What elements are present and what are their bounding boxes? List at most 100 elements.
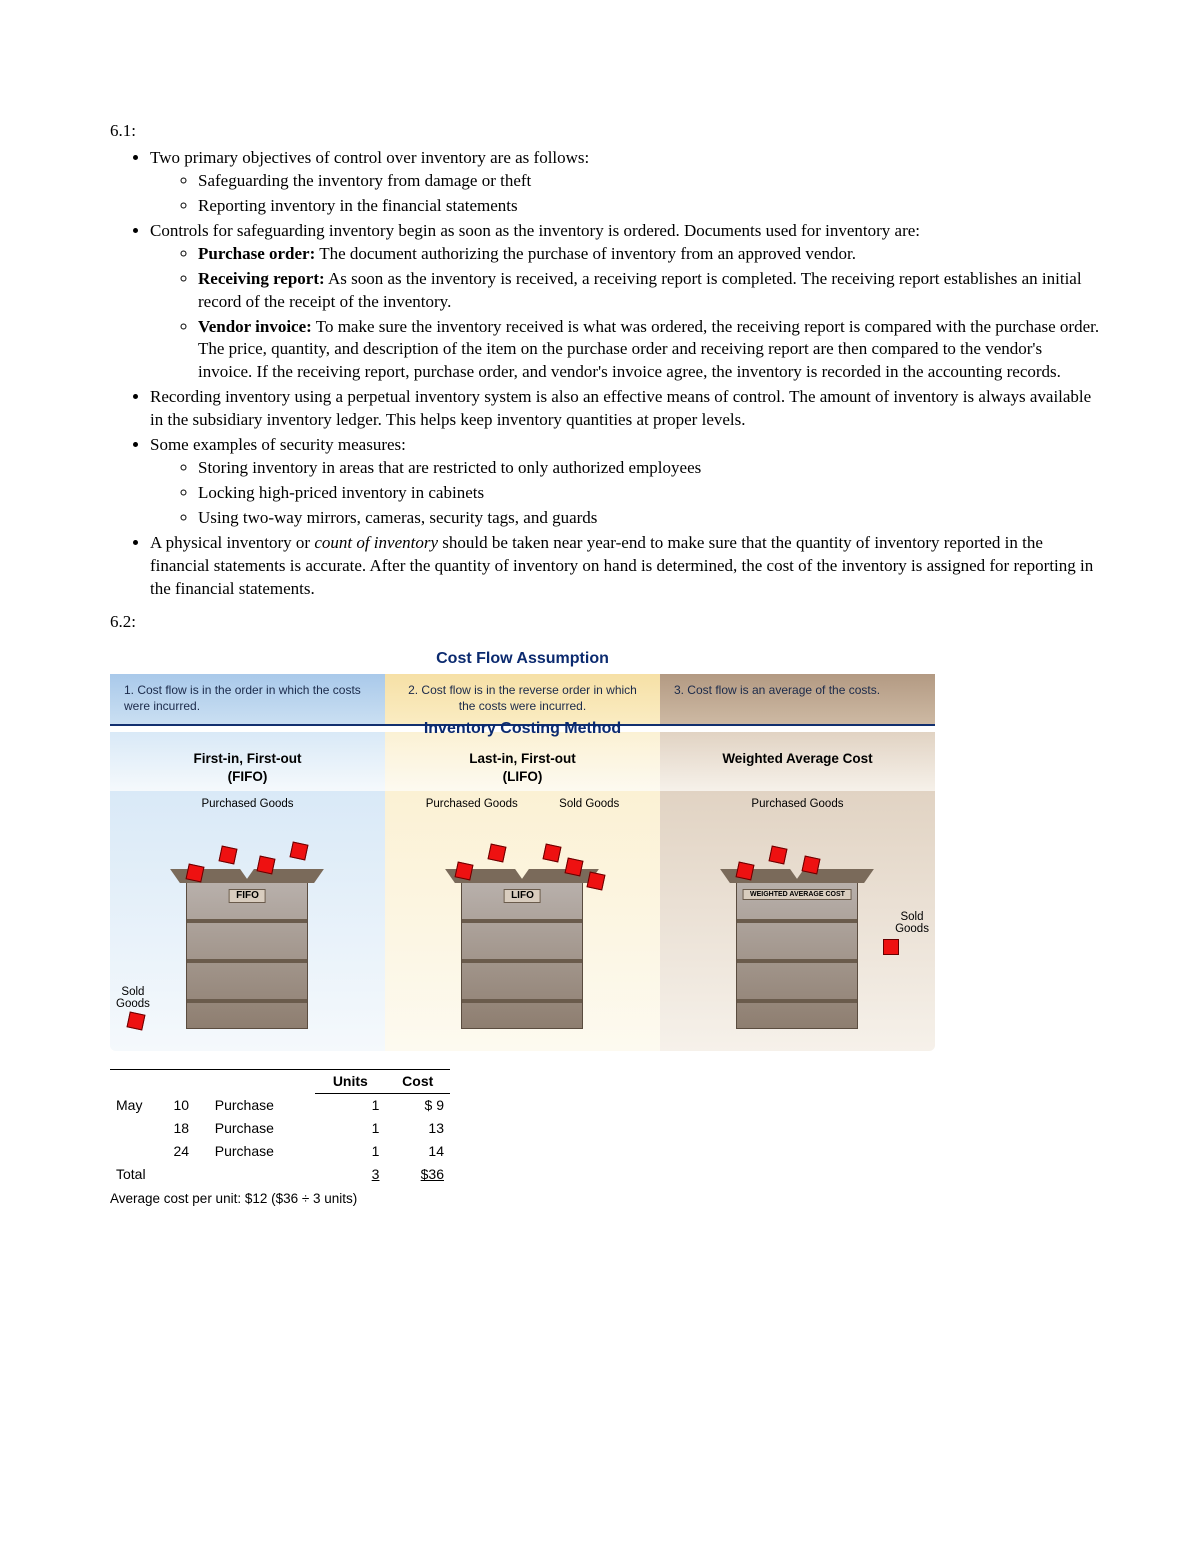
sub-item: Locking high-priced inventory in cabinet… — [198, 482, 1100, 505]
labels-top: Purchased Goods Sold Goods — [399, 797, 646, 813]
cell-units: 1 — [315, 1117, 385, 1140]
text: Controls for safeguarding inventory begi… — [150, 221, 920, 240]
inventory-method-row: Inventory Costing MethodFirst-in, First-… — [110, 726, 935, 790]
definition: To make sure the inventory received is w… — [198, 317, 1099, 382]
cell-units: 1 — [315, 1094, 385, 1117]
method-name: Weighted Average Cost — [660, 732, 935, 790]
building-icon: LIFO — [461, 882, 583, 1029]
cell-day: 10 — [168, 1094, 209, 1117]
sub-item: Storing inventory in areas that are rest… — [198, 457, 1100, 480]
building-sign: WEIGHTED AVERAGE COST — [743, 889, 852, 900]
cell-day: 24 — [168, 1140, 209, 1163]
purchases-table: Units Cost May10Purchase1$ 918Purchase11… — [110, 1069, 450, 1186]
illustration-panel: Purchased Goods Sold Goods LIFO — [385, 791, 660, 1051]
col-blank2 — [168, 1069, 209, 1094]
sub-item-vendor-invoice: Vendor invoice: To make sure the invento… — [198, 316, 1100, 385]
cell-month: May — [110, 1094, 168, 1117]
purchased-goods-label: Purchased Goods — [426, 797, 518, 813]
definition: The document authorizing the purchase of… — [315, 244, 856, 263]
table-total-row: Total 3 $36 — [110, 1163, 450, 1186]
col-cost: Cost — [385, 1069, 450, 1094]
sublist-objectives: Safeguarding the inventory from damage o… — [198, 170, 1100, 218]
assumption-text: 3. Cost flow is an average of the costs. — [660, 674, 935, 724]
bullet-controls-docs: Controls for safeguarding inventory begi… — [150, 220, 1100, 385]
bullet-physical-count: A physical inventory or count of invento… — [150, 532, 1100, 601]
labels-top: Purchased Goods — [124, 797, 371, 813]
goods-cube-icon — [127, 1011, 146, 1030]
sub-item: Safeguarding the inventory from damage o… — [198, 170, 1100, 193]
illustration-row: Purchased GoodsFIFOSoldGoodsPurchased Go… — [110, 791, 935, 1051]
method-name: Last-in, First-out(LIFO) — [385, 732, 660, 790]
term: Vendor invoice: — [198, 317, 312, 336]
goods-cube-icon — [290, 841, 309, 860]
table-header-row: Units Cost — [110, 1069, 450, 1094]
total-label: Total — [110, 1163, 315, 1186]
cell-desc: Purchase — [209, 1140, 315, 1163]
term: Receiving report: — [198, 269, 325, 288]
table-row: 24Purchase114 — [110, 1140, 450, 1163]
cell-day: 18 — [168, 1117, 209, 1140]
cell-desc: Purchase — [209, 1117, 315, 1140]
goods-cube-icon — [185, 863, 204, 882]
bullet-objectives: Two primary objectives of control over i… — [150, 147, 1100, 218]
section-6-2-label: 6.2: — [110, 611, 1100, 634]
goods-cube-icon — [488, 843, 507, 862]
cell-cost: 14 — [385, 1140, 450, 1163]
average-cost-line: Average cost per unit: $12 ($36 ÷ 3 unit… — [110, 1190, 1100, 1208]
text: Two primary objectives of control over i… — [150, 148, 589, 167]
cell-cost: 13 — [385, 1117, 450, 1140]
sold-goods-label: SoldGoods — [116, 986, 150, 1010]
goods-cube-icon — [801, 855, 820, 874]
labels-top: Purchased Goods — [674, 797, 921, 813]
text-pre: A physical inventory or — [150, 533, 314, 552]
document-page: 6.1: Two primary objectives of control o… — [0, 0, 1200, 1553]
building-sign: FIFO — [229, 889, 266, 904]
total-units: 3 — [315, 1163, 385, 1186]
sold-goods-label: Sold Goods — [559, 797, 619, 813]
cell-cost: $ 9 — [385, 1094, 450, 1117]
total-cost: $36 — [385, 1163, 450, 1186]
sublist-documents: Purchase order: The document authorizing… — [198, 243, 1100, 385]
col-blank1 — [110, 1069, 168, 1094]
assumption-text: 1. Cost flow is in the order in which th… — [110, 674, 385, 724]
goods-cube-icon — [768, 845, 787, 864]
illustration-panel: Purchased Goods WEIGHTED AVERAGE COST Sold… — [660, 791, 935, 1051]
table-row: 18Purchase113 — [110, 1117, 450, 1140]
sold-goods-label: SoldGoods — [895, 911, 929, 935]
cell-units: 1 — [315, 1140, 385, 1163]
goods-cube-icon — [587, 871, 606, 890]
term: Purchase order: — [198, 244, 315, 263]
goods-cube-icon — [883, 939, 899, 955]
assumption-text: 2. Cost flow is in the reverse order in … — [385, 674, 660, 724]
bullet-perpetual-system: Recording inventory using a perpetual in… — [150, 386, 1100, 432]
table-row: May10Purchase1$ 9 — [110, 1094, 450, 1117]
building-icon: WEIGHTED AVERAGE COST — [736, 882, 858, 1029]
cost-flow-title: Cost Flow Assumption — [110, 648, 935, 670]
section-6-1-list: Two primary objectives of control over i… — [150, 147, 1100, 601]
cost-flow-assumption-row: Cost Flow Assumption 1. Cost flow is in t… — [110, 642, 935, 724]
sublist-security: Storing inventory in areas that are rest… — [198, 457, 1100, 530]
method-name: First-in, First-out(FIFO) — [110, 732, 385, 790]
goods-cube-icon — [218, 845, 237, 864]
illustration-panel: Purchased Goods FIFO SoldGoods — [110, 791, 385, 1051]
cell-month — [110, 1117, 168, 1140]
building-sign: LIFO — [504, 889, 541, 904]
section-6-1-label: 6.1: — [110, 120, 1100, 143]
sub-item: Reporting inventory in the financial sta… — [198, 195, 1100, 218]
col-blank3 — [209, 1069, 315, 1094]
sub-item: Using two-way mirrors, cameras, security… — [198, 507, 1100, 530]
col-units: Units — [315, 1069, 385, 1094]
text-italic: count of inventory — [314, 533, 438, 552]
building-icon: FIFO — [186, 882, 308, 1029]
purchased-goods-label: Purchased Goods — [751, 797, 843, 813]
goods-cube-icon — [543, 843, 562, 862]
sub-item-purchase-order: Purchase order: The document authorizing… — [198, 243, 1100, 266]
cell-month — [110, 1140, 168, 1163]
definition: As soon as the inventory is received, a … — [198, 269, 1082, 311]
cost-flow-diagram: Cost Flow Assumption 1. Cost flow is in t… — [110, 642, 935, 1051]
cell-desc: Purchase — [209, 1094, 315, 1117]
bullet-security-measures: Some examples of security measures: Stor… — [150, 434, 1100, 530]
goods-cube-icon — [735, 861, 754, 880]
text: Some examples of security measures: — [150, 435, 406, 454]
purchased-goods-label: Purchased Goods — [201, 797, 293, 813]
